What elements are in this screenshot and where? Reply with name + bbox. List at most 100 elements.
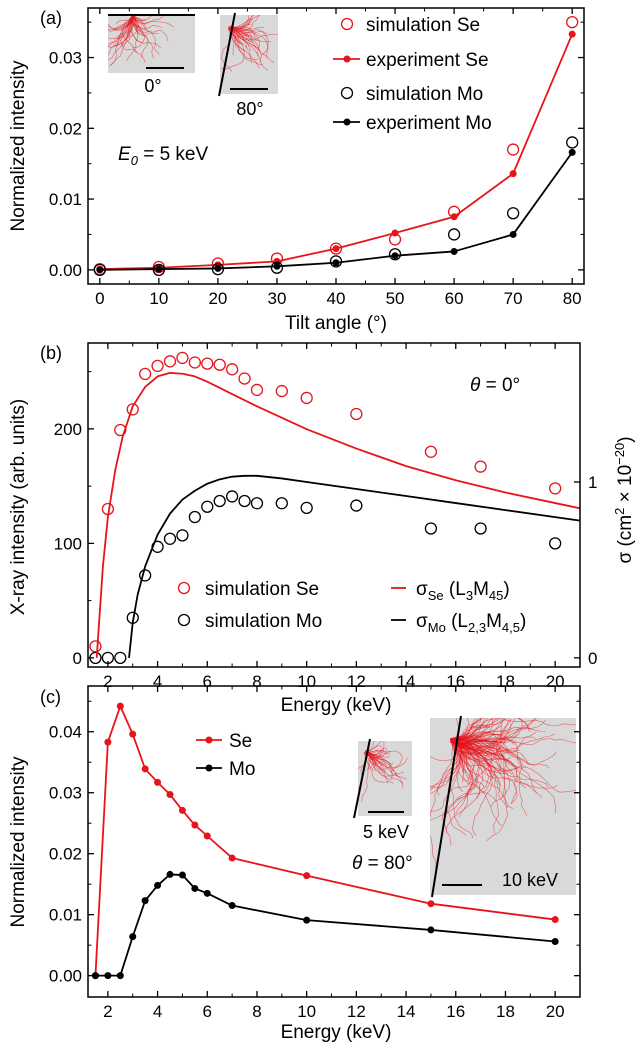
legend-text-se-c: Se: [229, 731, 252, 752]
panel-c-ytick-label: 0.00: [49, 967, 82, 986]
data-point-simulation-mo: [447, 228, 461, 241]
legend-text-exp-se: experiment Se: [366, 50, 489, 71]
series-line-sigma-2: [95, 372, 580, 658]
data-point-simulation-se: [201, 357, 214, 370]
data-point-se: [166, 791, 174, 799]
panel-a-xtick-label: 20: [208, 289, 227, 308]
data-point-simulation-mo: [566, 136, 579, 149]
electron-trajectory: [430, 738, 462, 795]
series-line-sigma-3: [128, 474, 580, 658]
data-point-experiment-se: [568, 30, 576, 38]
data-point-simulation-se: [300, 391, 313, 405]
data-point-simulation-se: [350, 407, 363, 421]
panel-c-xtick-label: 18: [496, 1002, 515, 1021]
electron-trajectory: [366, 750, 383, 753]
electron-trajectory: [130, 16, 162, 48]
panel-c-xtick-label: 12: [347, 1002, 366, 1021]
electron-trajectory: [453, 738, 477, 747]
panel-a-legend: simulation Se experiment Se simulation M…: [333, 15, 492, 134]
panel-b-right-ytick-label: 1: [588, 473, 597, 492]
inset-0deg-traces: [108, 15, 174, 67]
electron-trajectory: [108, 16, 135, 31]
panel-c-plot: [91, 702, 559, 980]
panel-b-ylabel: X-ray intensity (arb. units): [8, 399, 29, 615]
electron-trajectory: [133, 16, 149, 59]
panel-a-ytick-label: 0.01: [49, 190, 82, 209]
panel-a-ytick-label: 0.02: [49, 119, 82, 138]
data-point-simulation-mo: [270, 261, 284, 274]
electron-trajectory: [452, 741, 508, 841]
electron-trajectory: [430, 739, 453, 789]
panel-c-ticks: 2 4 6 8 10 12 14 16 18 20 0.00 0.01 0.02 0.03 0.04: [49, 686, 580, 1021]
data-point-experiment-mo: [273, 262, 281, 270]
electron-trajectory: [453, 738, 507, 743]
data-point-simulation-se: [474, 460, 487, 473]
data-point-simulation-se: [506, 143, 520, 156]
data-point-mo: [104, 972, 112, 980]
data-point-se: [154, 778, 162, 786]
panel-a-ticks: 0 10 20 30 40 50 60 70 80 0.00 0.01 0.02 0.03: [49, 8, 584, 308]
data-point-simulation-mo: [300, 501, 313, 515]
inset-5kev-label: 5 keV: [363, 822, 409, 842]
panel-a-label: (a): [40, 8, 62, 28]
data-point-simulation-mo: [506, 207, 520, 220]
legend-marker-sim-se-b: [177, 581, 191, 595]
electron-trajectory: [451, 737, 499, 789]
data-point-simulation-mo: [275, 497, 288, 510]
inset-80deg-traces: [220, 15, 278, 72]
data-point-simulation-se: [188, 356, 201, 369]
electron-trajectory: [453, 718, 501, 742]
electron-trajectory: [367, 753, 405, 777]
legend-text-sim-se-b: simulation Se: [205, 579, 319, 600]
inset-0deg-label: 0°: [144, 76, 161, 96]
electron-trajectory: [430, 739, 458, 870]
data-point-simulation-mo: [424, 522, 438, 535]
panel-c-ytick-label: 0.03: [49, 784, 82, 803]
data-point-mo: [191, 884, 199, 892]
panel-c-frame: [87, 685, 581, 998]
panel-c-theta-annotation: θ = 80°: [352, 853, 413, 874]
data-point-se: [303, 872, 311, 880]
data-point-simulation-mo: [388, 248, 402, 261]
data-point-experiment-mo: [509, 230, 517, 238]
data-point-simulation-mo: [188, 510, 201, 524]
inset-5kev: 5 keV: [353, 738, 412, 842]
panel-c: 5 keV θ = 80° 10 keV 2 4 6 8 10 12 14 16 18 20 0.0…: [8, 685, 581, 1043]
legend-marker-sim-mo: [340, 86, 354, 100]
panel-c-xtick-label: 10: [297, 1002, 316, 1021]
electron-trajectory: [134, 17, 160, 55]
data-point-simulation-se: [139, 367, 152, 381]
data-point-experiment-se: [450, 213, 458, 221]
data-point-simulation-mo: [549, 537, 562, 550]
data-point-simulation-se: [151, 359, 164, 373]
electron-trajectory: [134, 15, 166, 25]
panel-c-xlabel: Energy (keV): [281, 1022, 392, 1043]
electron-trajectory: [450, 718, 531, 739]
electron-trajectory: [452, 739, 464, 783]
electron-trajectory: [452, 741, 542, 798]
data-point-simulation-se: [114, 423, 127, 437]
panel-c-xtick-label: 20: [546, 1002, 565, 1021]
legend-text-sim-mo: simulation Mo: [366, 84, 483, 105]
data-point-se: [191, 821, 199, 829]
electron-trajectory: [367, 751, 388, 767]
inset-10kev: 10 keV: [430, 715, 576, 898]
data-point-simulation-mo: [114, 651, 127, 664]
data-point-experiment-mo: [568, 148, 576, 156]
data-point-experiment-mo: [96, 266, 104, 274]
inset-80deg-surface: [218, 12, 236, 97]
panel-b-right-ytick-label: 0: [588, 649, 597, 668]
panel-a-xtick-label: 40: [327, 289, 346, 308]
panel-b-legend: simulation Se simulation Mo σSe (L3M45) …: [177, 579, 526, 635]
panel-a-xtick-label: 0: [95, 289, 104, 308]
panel-c-ytick-label: 0.04: [49, 723, 82, 742]
panel-c-ytick-label: 0.02: [49, 845, 82, 864]
panel-b-xlabel: Energy (keV): [281, 695, 392, 716]
electron-trajectory: [231, 26, 269, 71]
legend-marker-se-c: [205, 736, 213, 744]
series-line-experiment-mo: [99, 151, 573, 271]
electron-trajectory: [365, 750, 404, 784]
series-line-se: [94, 705, 556, 976]
inset-80deg-label: 80°: [236, 99, 263, 119]
